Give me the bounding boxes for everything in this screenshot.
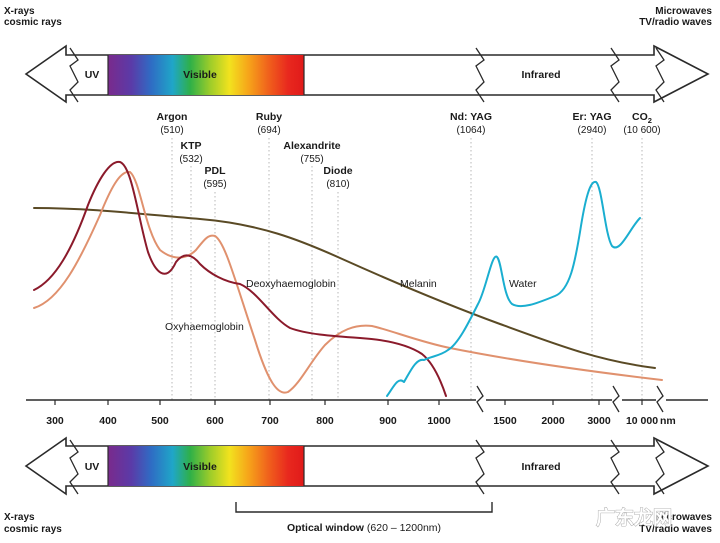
tick-1500: 1500 [493, 415, 517, 427]
laser-pdl-name: PDL [205, 165, 227, 177]
axis-break-marks [476, 385, 666, 413]
top-right-label-line2: TV/radio waves [639, 17, 712, 28]
water-label: Water [509, 278, 537, 290]
tick-800: 800 [316, 415, 334, 427]
tick-900: 900 [379, 415, 397, 427]
optical-window-label: Optical window (620 – 1200nm) [287, 522, 441, 534]
melanin-label: Melanin [400, 278, 437, 290]
oxyhaemoglobin-label: Oxyhaemoglobin [165, 321, 244, 333]
laser-ruby-name: Ruby [256, 111, 282, 123]
laser-ndyag-wavelength: (1064) [457, 125, 486, 136]
watermark-text: 广东龙网 [596, 506, 672, 529]
optical-window-bracket: Optical window (620 – 1200nm) [235, 502, 493, 534]
bottom-spectrum-bar: UV Visible Infrared X-rays cosmic rays M… [4, 436, 712, 535]
top-left-label-line1: X-rays [4, 6, 35, 17]
wavelength-axis: 300 400 500 600 700 800 900 1000 1500 20… [26, 385, 708, 427]
axis-unit: nm [660, 415, 676, 427]
optical-window-range: (620 – 1200nm) [367, 522, 441, 534]
bottom-right-label-line1: Microwaves [655, 512, 712, 523]
tick-400: 400 [99, 415, 117, 427]
laser-ktp-name: KTP [181, 140, 202, 152]
deoxyhaemoglobin-curve [33, 160, 447, 397]
tick-10000: 10 000 [626, 415, 658, 427]
top-visible-label: Visible [183, 69, 217, 81]
bottom-break-marks [69, 439, 665, 495]
laser-labels: Argon (510) KTP (532) PDL (595) Ruby (69… [157, 111, 661, 190]
water-curve [386, 181, 641, 397]
melanin-curve [33, 207, 656, 369]
top-left-label-line2: cosmic rays [4, 17, 62, 28]
laser-eryag-wavelength: (2940) [578, 125, 607, 136]
laser-pdl-wavelength: (595) [203, 179, 226, 190]
top-uv-label: UV [85, 69, 100, 81]
laser-ndyag-name: Nd: YAG [450, 111, 492, 123]
tick-300: 300 [46, 415, 64, 427]
laser-ruby-wavelength: (694) [257, 125, 280, 136]
bottom-infrared-label: Infrared [521, 461, 560, 473]
tick-1000: 1000 [427, 415, 451, 427]
tick-600: 600 [206, 415, 224, 427]
deoxyhaemoglobin-label: Deoxyhaemoglobin [246, 278, 336, 290]
bottom-visible-gradient [108, 446, 304, 486]
laser-argon-name: Argon [157, 111, 188, 123]
optical-window-title: Optical window [287, 522, 365, 534]
laser-guide-lines [171, 138, 643, 400]
laser-eryag-name: Er: YAG [572, 111, 611, 123]
top-visible-gradient [108, 55, 304, 95]
laser-diode-name: Diode [323, 165, 352, 177]
laser-alexandrite-name: Alexandrite [283, 140, 340, 152]
laser-co2-name: CO2 [632, 111, 652, 125]
top-right-label-line1: Microwaves [655, 6, 712, 17]
bottom-left-label-line2: cosmic rays [4, 524, 62, 535]
absorption-curves [33, 160, 663, 397]
bottom-visible-label: Visible [183, 461, 217, 473]
laser-argon-wavelength: (510) [160, 125, 183, 136]
top-break-marks [69, 47, 665, 103]
oxyhaemoglobin-curve [33, 170, 663, 394]
laser-ktp-wavelength: (532) [179, 154, 202, 165]
tick-700: 700 [261, 415, 279, 427]
top-infrared-label: Infrared [521, 69, 560, 81]
tick-500: 500 [151, 415, 169, 427]
laser-co2-wavelength: (10 600) [623, 125, 660, 136]
bottom-right-label-line2: TV/radio waves [639, 524, 712, 535]
bottom-left-label-line1: X-rays [4, 512, 35, 523]
laser-alexandrite-wavelength: (755) [300, 154, 323, 165]
bottom-uv-label: UV [85, 461, 100, 473]
tick-2000: 2000 [541, 415, 565, 427]
top-spectrum-bar: X-rays cosmic rays Microwaves TV/radio w… [4, 6, 712, 104]
tick-3000: 3000 [587, 415, 611, 427]
laser-diode-wavelength: (810) [326, 179, 349, 190]
